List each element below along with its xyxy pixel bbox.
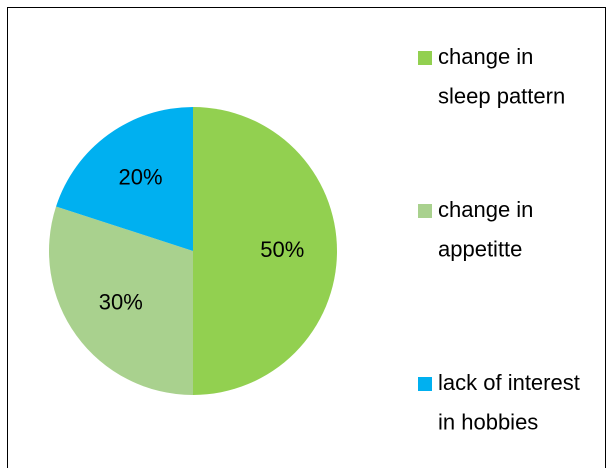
chart-border (7, 7, 606, 468)
pie-slice (48, 206, 194, 395)
legend-swatch (418, 204, 432, 218)
legend-swatch (418, 51, 432, 65)
data-label: 30% (99, 289, 143, 314)
pie-slice (193, 107, 337, 395)
data-label: 20% (118, 165, 162, 190)
pie-slice (56, 107, 193, 251)
legend-label: lack of interest in hobbies (438, 370, 586, 435)
legend-swatch (418, 377, 432, 391)
legend-label: change in sleep pattern (438, 44, 565, 109)
data-label: 50% (260, 237, 304, 262)
legend-label: change in appetitte (438, 197, 540, 262)
